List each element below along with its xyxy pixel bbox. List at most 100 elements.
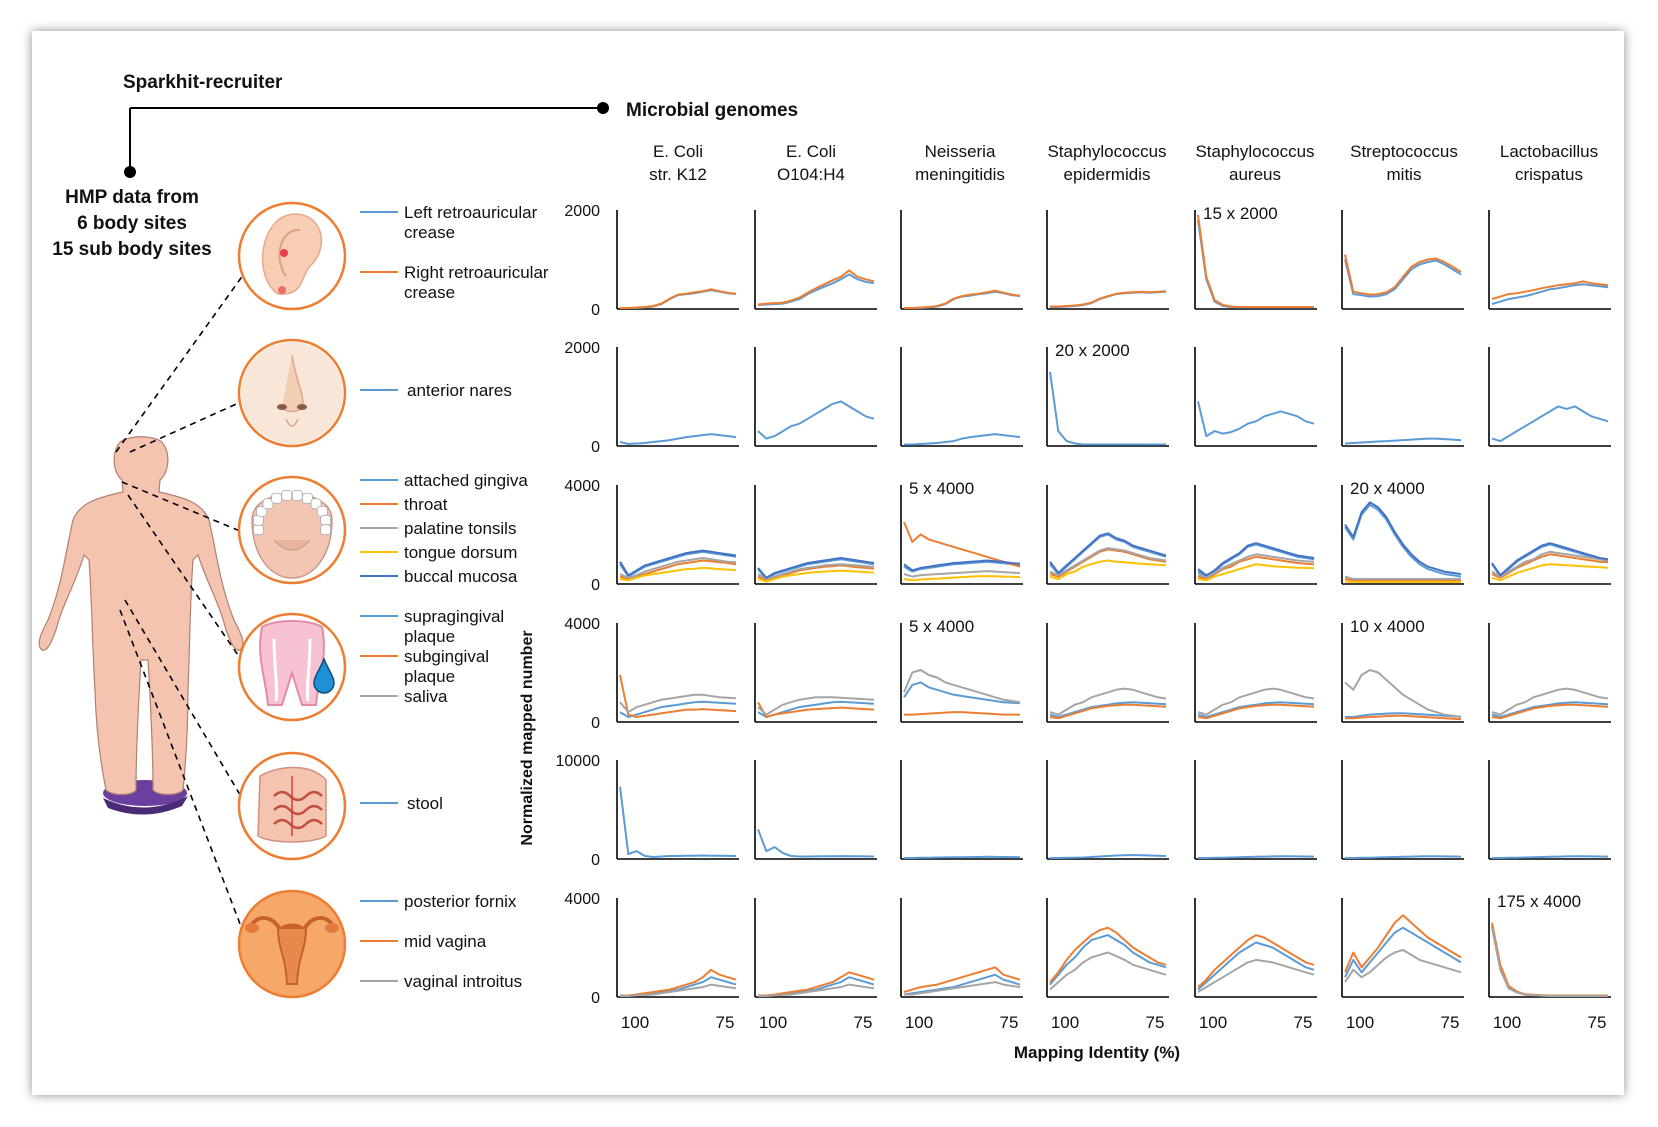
legend-label: supragingival plaque — [404, 607, 504, 646]
legend-label: posterior fornix — [404, 892, 517, 911]
series-line-orange — [1197, 703, 1315, 720]
x-tick-right: 75 — [1294, 1013, 1313, 1032]
panel-r3-c4 — [1046, 485, 1169, 585]
connector-line-1 — [115, 265, 251, 453]
panel-r1-c5: 15 x 2000 — [1194, 204, 1317, 310]
series-line-orange — [1491, 703, 1609, 720]
y-tick-max: 4000 — [564, 891, 600, 908]
series-line-gray — [1049, 687, 1167, 716]
panel-r3-c3: 5 x 4000 — [900, 479, 1023, 585]
panel-r2-c4: 20 x 2000 — [1046, 341, 1169, 447]
series-line-blue — [1344, 926, 1462, 978]
hmp-line-1: HMP data from — [65, 187, 199, 208]
series-line-gray — [1491, 550, 1609, 578]
x-tick-left: 100 — [621, 1013, 649, 1032]
panel-r4-c5 — [1194, 623, 1317, 723]
series-line-orange — [619, 674, 737, 718]
series-line-gray — [1344, 669, 1462, 718]
series-line-blue — [757, 828, 875, 858]
y-tick-max: 10000 — [556, 753, 601, 770]
series-line-blue — [903, 560, 1021, 573]
series-line-blue — [1049, 371, 1166, 446]
scale-annotation: 175 x 4000 — [1497, 892, 1581, 911]
series-line-orange — [757, 564, 875, 582]
y-axis-title: Normalized mapped number — [519, 630, 536, 845]
series-line-orange — [758, 971, 875, 997]
series-line-gray — [1491, 687, 1609, 716]
tree-node-hmp — [124, 166, 136, 178]
series-line-yellow — [619, 566, 737, 582]
genome-header: Staphylococcus epidermidis — [1047, 142, 1166, 184]
series-line-gray — [757, 563, 875, 580]
series-line-orange — [903, 966, 1021, 993]
x-tick-left: 100 — [905, 1013, 933, 1032]
series-line-orange — [1491, 280, 1609, 301]
series-line-yellow — [1491, 563, 1609, 582]
series-line-blue — [1491, 283, 1609, 306]
series-line-darkblue — [619, 549, 737, 577]
series-line-darkblue — [1197, 542, 1315, 577]
series-line-darkblue — [903, 559, 1021, 572]
genome-header: E. Coli O104:H4 — [777, 142, 845, 184]
series-line-gray — [903, 570, 1021, 578]
x-tick-right: 75 — [854, 1013, 873, 1032]
series-line-blue — [904, 290, 1021, 309]
x-tick-left: 100 — [1346, 1013, 1374, 1032]
panel-r5-c4 — [1046, 760, 1169, 860]
series-line-gray — [1491, 927, 1608, 997]
series-line-blue — [1492, 855, 1609, 859]
panel-r6-c4 — [1046, 898, 1169, 998]
series-line-blue — [1197, 941, 1315, 991]
mouth-icon — [237, 475, 347, 585]
panel-r1-c7 — [1488, 210, 1611, 310]
series-line-blue — [1198, 855, 1315, 859]
panel-r2-c7 — [1488, 347, 1611, 447]
panel-r3-c5 — [1194, 485, 1317, 585]
series-line-yellow — [757, 569, 875, 583]
series-line-gray — [758, 983, 875, 997]
series-line-orange — [1344, 914, 1462, 973]
panel-r5-c2 — [754, 760, 877, 860]
series-line-gray — [1344, 949, 1462, 983]
panel-r2-c3 — [900, 347, 1023, 447]
scale-annotation: 10 x 4000 — [1350, 617, 1425, 636]
panel-r4-c6: 10 x 4000 — [1341, 617, 1464, 723]
series-line-orange — [757, 269, 875, 306]
series-line-gray — [620, 983, 737, 997]
panel-r4-c1 — [616, 623, 739, 723]
series-line-orange — [757, 701, 875, 718]
panel-r2-c1 — [616, 347, 739, 447]
intestine-icon — [237, 751, 347, 861]
series-line-blue — [619, 550, 737, 578]
series-line-blue — [620, 289, 737, 309]
y-tick-min: 0 — [591, 852, 600, 869]
panel-r3-c6: 20 x 4000 — [1341, 479, 1464, 585]
series-line-blue — [619, 786, 737, 858]
panel-r6-c6 — [1341, 898, 1464, 998]
series-line-blue — [757, 273, 875, 306]
y-tick-min: 0 — [591, 715, 600, 732]
series-line-blue — [619, 700, 737, 718]
y-tick-max: 4000 — [564, 478, 600, 495]
series-line-blue — [904, 433, 1021, 446]
series-line-blue — [1197, 701, 1315, 718]
panel-r3-c1 — [616, 485, 739, 585]
panel-r1-c2 — [754, 210, 877, 310]
scale-annotation: 15 x 2000 — [1203, 204, 1278, 223]
legend-label: stool — [407, 794, 443, 813]
genome-header: Lactobacillus crispatus — [1500, 142, 1598, 184]
panel-r6-c2 — [754, 898, 877, 998]
legend-label: tongue dorsum — [404, 543, 517, 562]
legend-label: vaginal introitus — [404, 972, 522, 991]
series-line-blue — [1197, 401, 1315, 438]
series-line-gray — [619, 557, 737, 579]
series-line-orange — [620, 288, 737, 309]
genome-header: E. Coli str. K12 — [649, 142, 707, 184]
series-line-gray — [904, 981, 1021, 996]
series-line-blue — [904, 855, 1021, 859]
series-line-yellow — [903, 575, 1021, 582]
series-line-orange — [1491, 553, 1609, 579]
panel-r5-c3 — [900, 760, 1023, 860]
series-line-orange — [1049, 548, 1167, 578]
connector-line-5 — [124, 599, 251, 812]
